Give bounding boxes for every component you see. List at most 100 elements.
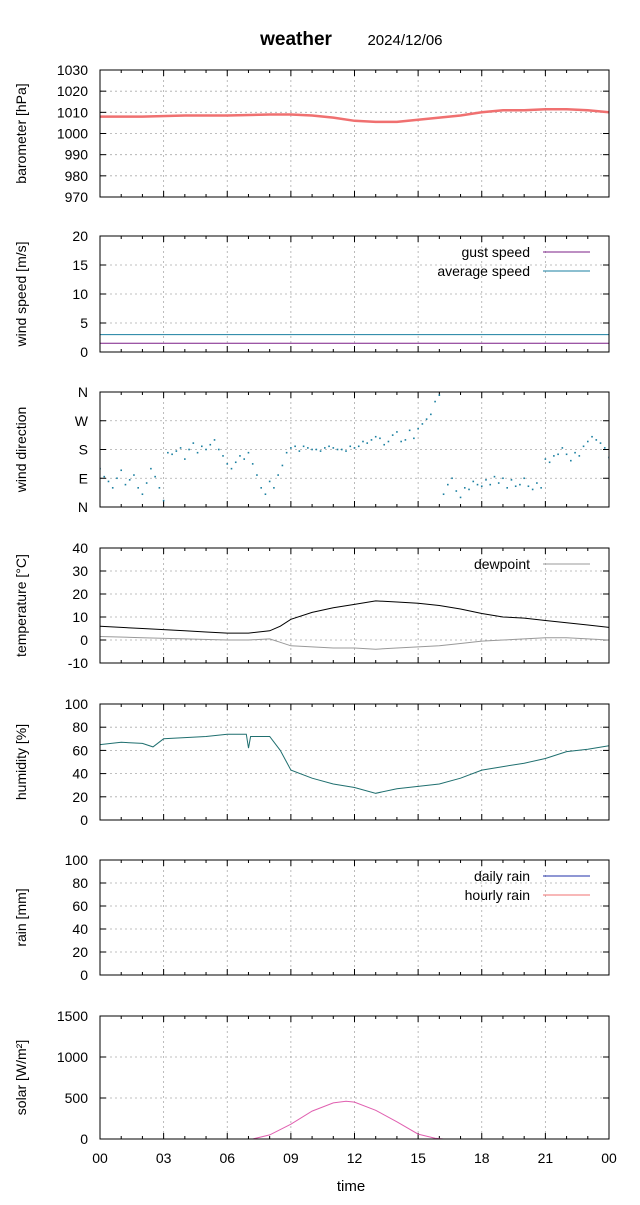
y-tick-label: 30 <box>72 563 88 579</box>
direction-point <box>400 440 402 443</box>
x-tick-label: 09 <box>283 1150 299 1166</box>
direction-point <box>451 477 453 480</box>
direction-point <box>175 450 178 452</box>
panel-barometer: 970 980 990 1000 1010 1020 1030 barometer [hPa] <box>13 62 610 205</box>
panel-solar: 0 500 1000 1500 solar [W/m²] <box>13 1008 610 1147</box>
direction-point <box>315 448 318 451</box>
direction-point <box>455 490 458 492</box>
y-tick-label: 100 <box>65 852 89 868</box>
x-tick-label: 06 <box>219 1150 235 1166</box>
direction-point <box>540 487 542 489</box>
direction-point <box>103 475 106 478</box>
panel-wind_speed: 0 5 10 15 20 wind speed [m/s] gust speed averag… <box>13 228 610 360</box>
y-axis-label-barometer: barometer [hPa] <box>13 83 29 183</box>
direction-point <box>434 400 436 403</box>
x-tick-label: 12 <box>347 1150 363 1166</box>
direction-point <box>425 418 428 420</box>
direction-point <box>396 431 398 433</box>
x-tick-label: 21 <box>538 1150 554 1166</box>
plot-frame <box>99 391 610 508</box>
direction-point <box>171 453 173 456</box>
direction-point <box>264 493 267 496</box>
direction-point <box>251 463 254 465</box>
y-tick-label: 40 <box>72 540 88 556</box>
direction-point <box>536 482 538 484</box>
y-axis-label-humidity: humidity [%] <box>13 724 29 800</box>
direction-point <box>111 487 114 489</box>
series-line-temperature-0 <box>100 600 609 634</box>
y-tick-label: 0 <box>80 812 88 828</box>
direction-point <box>213 439 216 441</box>
direction-point <box>324 447 326 449</box>
direction-point <box>548 461 551 464</box>
series-line-temperature-1 <box>100 636 609 650</box>
y-axis-label-temperature: temperature [°C] <box>13 554 29 657</box>
direction-point <box>366 442 369 444</box>
direction-point <box>417 427 419 430</box>
direction-point <box>120 469 123 472</box>
y-tick-label: 980 <box>65 168 89 184</box>
direction-point <box>116 477 118 480</box>
x-tick-label: 03 <box>156 1150 172 1166</box>
series-line-solar-0 <box>252 1100 444 1139</box>
direction-point <box>188 448 190 451</box>
direction-point <box>387 440 390 443</box>
plot-frame <box>99 235 610 353</box>
direction-point <box>133 474 135 476</box>
direction-point <box>574 451 576 454</box>
y-tick-label: 990 <box>65 147 89 163</box>
direction-point <box>336 448 339 451</box>
direction-point <box>158 487 161 489</box>
direction-point <box>307 447 309 449</box>
direction-point <box>374 435 377 438</box>
y-axis-label-rain: rain [mm] <box>13 888 29 946</box>
direction-point <box>277 474 279 476</box>
direction-point <box>421 423 424 425</box>
direction-point <box>319 450 322 452</box>
y-tick-label: 80 <box>72 875 88 891</box>
direction-point <box>463 487 466 489</box>
direction-point <box>332 447 335 449</box>
x-tick-label: 00 <box>92 1150 108 1166</box>
direction-point <box>290 447 292 449</box>
y-tick-label: 20 <box>72 228 88 244</box>
direction-point <box>472 480 475 483</box>
direction-point <box>302 445 305 448</box>
direction-point <box>468 488 470 491</box>
legend-label: gust speed <box>462 244 531 260</box>
direction-point <box>349 445 352 448</box>
direction-point <box>328 445 330 448</box>
direction-point <box>353 447 356 449</box>
direction-point <box>413 437 415 440</box>
series-line-barometer-0 <box>100 107 609 124</box>
direction-point <box>217 448 220 451</box>
direction-point <box>565 453 568 456</box>
y-axis-label-wind_direction: wind direction <box>13 407 29 494</box>
direction-point <box>404 439 407 441</box>
y-axis-label-wind_speed: wind speed [m/s] <box>13 241 29 347</box>
plot-frame <box>99 703 610 821</box>
x-tick-label: 18 <box>474 1150 490 1166</box>
legend-label: hourly rain <box>465 887 530 903</box>
y-tick-label: 1000 <box>57 1049 88 1065</box>
x-tick-label: 00 <box>601 1150 617 1166</box>
direction-point <box>408 429 411 432</box>
y-tick-label: 0 <box>80 967 88 983</box>
direction-point <box>247 451 250 454</box>
direction-point <box>447 483 449 486</box>
y-tick-label: 100 <box>65 696 89 712</box>
legend-label: average speed <box>437 263 530 279</box>
y-tick-label: 5 <box>80 315 88 331</box>
y-tick-label: E <box>79 470 88 486</box>
y-tick-label: 500 <box>65 1090 89 1106</box>
direction-point <box>442 493 445 496</box>
direction-point <box>459 496 462 499</box>
y-tick-label: 20 <box>72 944 88 960</box>
y-tick-label: 80 <box>72 719 88 735</box>
direction-point <box>370 439 373 441</box>
y-tick-label: 0 <box>80 632 88 648</box>
panel-humidity: 0 20 40 60 80 100 humidity [%] <box>13 696 610 828</box>
y-tick-label: 15 <box>72 257 88 273</box>
direction-point <box>256 474 258 476</box>
direction-point <box>150 467 152 470</box>
